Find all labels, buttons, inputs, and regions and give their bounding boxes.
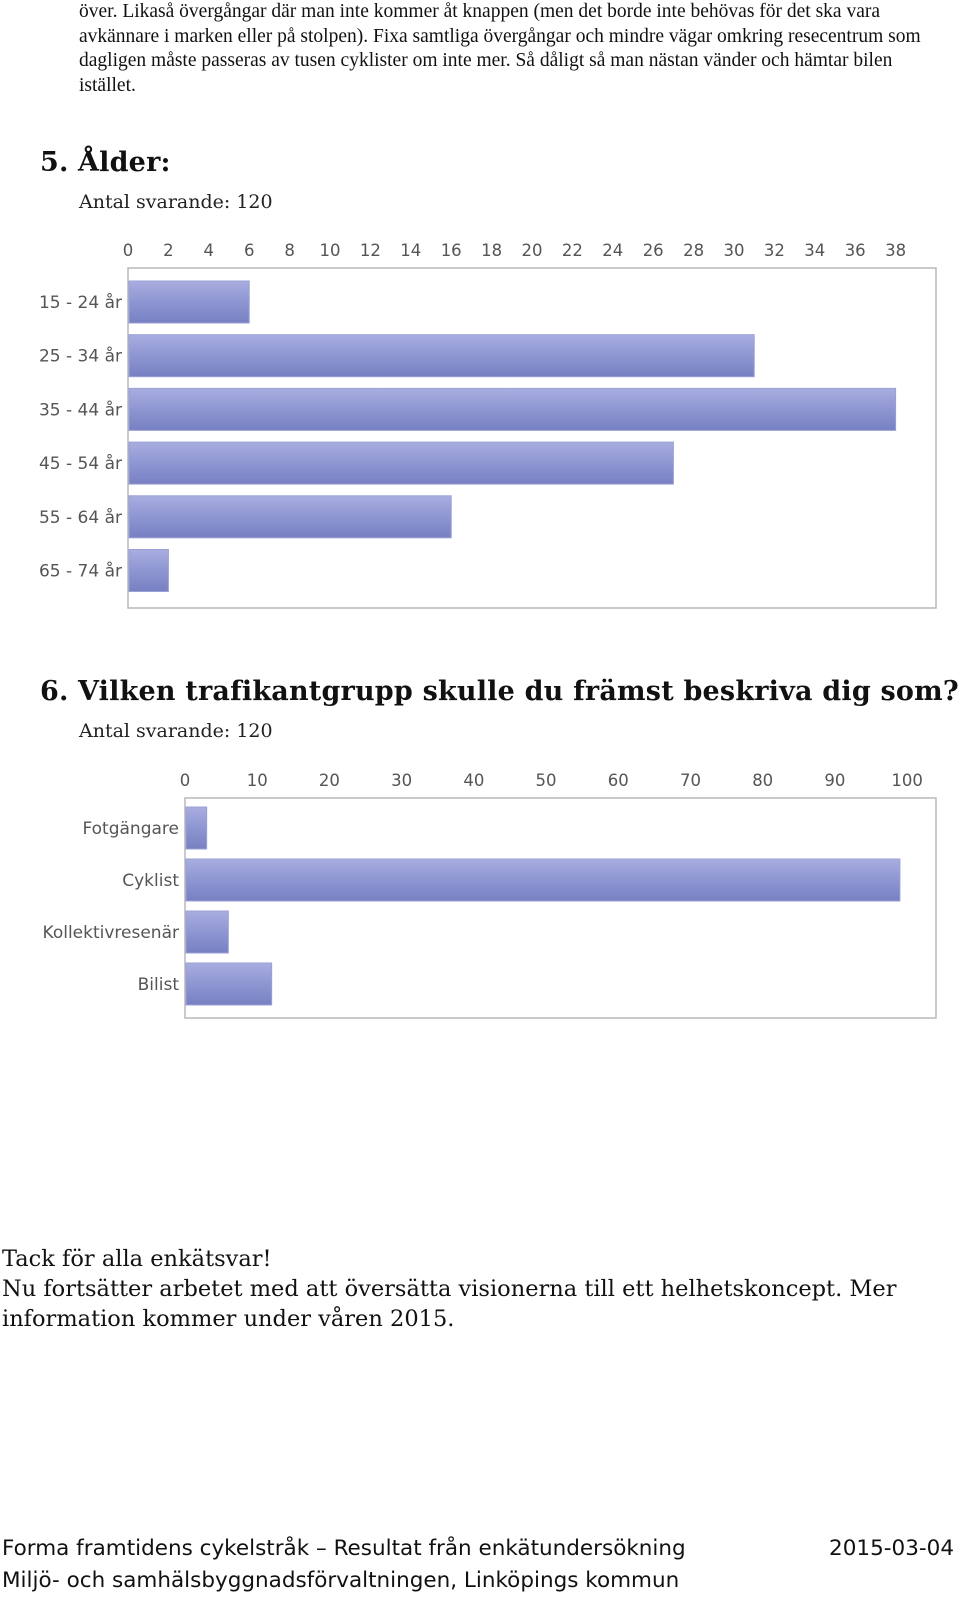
x-tick-label: 26 xyxy=(643,241,664,260)
category-label: 25 - 34 år xyxy=(39,346,122,367)
plot-area xyxy=(184,797,937,1019)
x-tick-label: 34 xyxy=(804,241,825,260)
bar xyxy=(128,495,452,539)
question-6-number: 6. xyxy=(40,676,69,707)
x-tick-label: 12 xyxy=(360,241,381,260)
traffic-group-bar-chart: 0 10 20 30 40 50 60 70 80 90 100 Fotgängare Cyklist K… xyxy=(43,771,937,1019)
x-tick-label: 30 xyxy=(724,241,745,260)
x-tick-label: 20 xyxy=(319,771,340,790)
question-6-respondents: Antal svarande: 120 xyxy=(79,720,273,742)
category-label: Kollektivresenär xyxy=(43,923,179,943)
x-tick-label: 60 xyxy=(608,771,629,790)
bar xyxy=(128,334,755,378)
x-tick-label: 8 xyxy=(284,241,295,260)
category-label: 15 - 24 år xyxy=(39,292,122,313)
plot-area xyxy=(127,267,937,609)
x-tick-label: 10 xyxy=(247,771,268,790)
x-tick-label: 6 xyxy=(244,241,255,260)
x-tick-label: 16 xyxy=(441,241,462,260)
x-tick-label: 90 xyxy=(824,771,845,790)
x-tick-label: 0 xyxy=(180,771,191,790)
closing-text: Tack för alla enkätsvar! Nu fortsätter a… xyxy=(2,1244,952,1334)
x-tick-label: 38 xyxy=(885,241,906,260)
x-tick-label: 24 xyxy=(602,241,623,260)
category-label: 65 - 74 år xyxy=(39,561,122,582)
question-5-respondents: Antal svarande: 120 xyxy=(79,191,273,213)
intro-paragraph: över. Likaså övergångar där man inte kom… xyxy=(79,1,921,96)
category-label: Fotgängare xyxy=(82,819,179,839)
category-label: 45 - 54 år xyxy=(39,453,122,474)
x-tick-label: 100 xyxy=(891,771,923,790)
footer-line-2: Miljö- och samhälsbyggnadsförvaltningen,… xyxy=(2,1566,954,1596)
x-tick-label: 18 xyxy=(481,241,502,260)
x-tick-label: 4 xyxy=(204,241,215,260)
category-label: 55 - 64 år xyxy=(39,507,122,528)
bar xyxy=(185,910,229,954)
x-tick-label: 70 xyxy=(680,771,701,790)
x-tick-label: 80 xyxy=(752,771,773,790)
footer-date: 2015-03-04 xyxy=(829,1536,954,1561)
x-tick-label: 50 xyxy=(536,771,557,790)
question-5-title: Ålder: xyxy=(78,147,171,178)
x-tick-label: 32 xyxy=(764,241,785,260)
question-6-heading: 6. Vilken trafikantgrupp skulle du främst… xyxy=(40,675,959,709)
footer-title: Forma framtidens cykelstråk – Resultat f… xyxy=(2,1536,686,1561)
category-label: 35 - 44 år xyxy=(39,399,122,420)
bar xyxy=(185,806,208,850)
footer-organisation: Miljö- och samhälsbyggnadsförvaltningen,… xyxy=(2,1568,680,1593)
footer-line-1: Forma framtidens cykelstråk – Resultat f… xyxy=(2,1534,954,1564)
bar xyxy=(128,549,169,592)
bar xyxy=(128,280,250,324)
bar xyxy=(185,858,901,902)
bar xyxy=(128,441,674,485)
question-5-heading: 5. Ålder: xyxy=(40,146,171,180)
bar xyxy=(185,962,273,1006)
x-tick-label: 28 xyxy=(683,241,704,260)
x-tick-label: 30 xyxy=(391,771,412,790)
x-tick-label: 22 xyxy=(562,241,583,260)
x-tick-label: 0 xyxy=(123,241,134,260)
question-6-title: Vilken trafikantgrupp skulle du främst b… xyxy=(78,676,959,707)
category-label: Bilist xyxy=(138,975,180,995)
x-tick-label: 14 xyxy=(400,241,421,260)
question-5-number: 5. xyxy=(40,147,69,178)
x-tick-label: 10 xyxy=(320,241,341,260)
x-tick-label: 2 xyxy=(163,241,174,260)
x-tick-label: 20 xyxy=(522,241,543,260)
bar xyxy=(128,387,897,431)
category-label: Cyklist xyxy=(122,871,179,891)
x-tick-label: 40 xyxy=(463,771,484,790)
x-tick-label: 36 xyxy=(845,241,866,260)
closing-info: Nu fortsätter arbetet med att översätta … xyxy=(2,1276,897,1332)
closing-thanks: Tack för alla enkätsvar! xyxy=(2,1246,272,1272)
